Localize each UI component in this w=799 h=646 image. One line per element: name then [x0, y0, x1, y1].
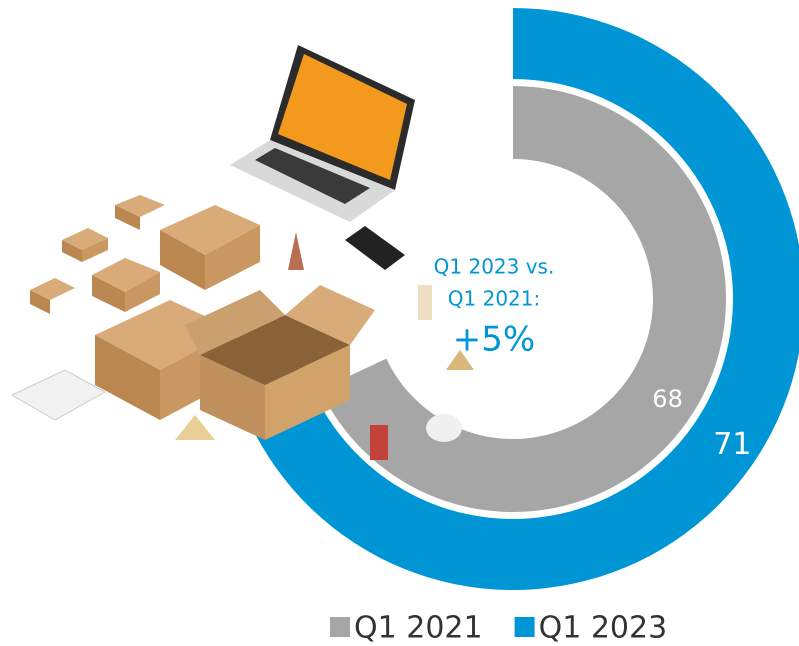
- annotation: Q1 2023 vs.: [434, 255, 555, 279]
- phone: [345, 226, 405, 270]
- annotation: Q1 2021:: [448, 287, 540, 311]
- kremlin: [370, 425, 388, 460]
- page: 68 71 Q1 2023 vs. Q1 2021: +5% Q1 2021 Q1 2023…: [0, 0, 799, 646]
- legend-label: Q1 2021: [354, 611, 483, 646]
- pisa-tower: [418, 285, 432, 320]
- shipping-label: [12, 370, 105, 420]
- value-label: 71: [713, 427, 751, 462]
- legend-label: Q1 2023: [539, 611, 668, 646]
- chart: 68 71 Q1 2023 vs. Q1 2021: +5% Q1 2021 Q1 2023: [0, 0, 799, 646]
- pyramid: [175, 415, 215, 440]
- value-label: 68: [652, 385, 683, 413]
- annotation: +5%: [453, 320, 535, 360]
- taj-mahal: [426, 414, 462, 442]
- legend-swatch: [330, 617, 350, 637]
- legend-swatch: [515, 617, 535, 637]
- eiffel-tower: [288, 232, 304, 270]
